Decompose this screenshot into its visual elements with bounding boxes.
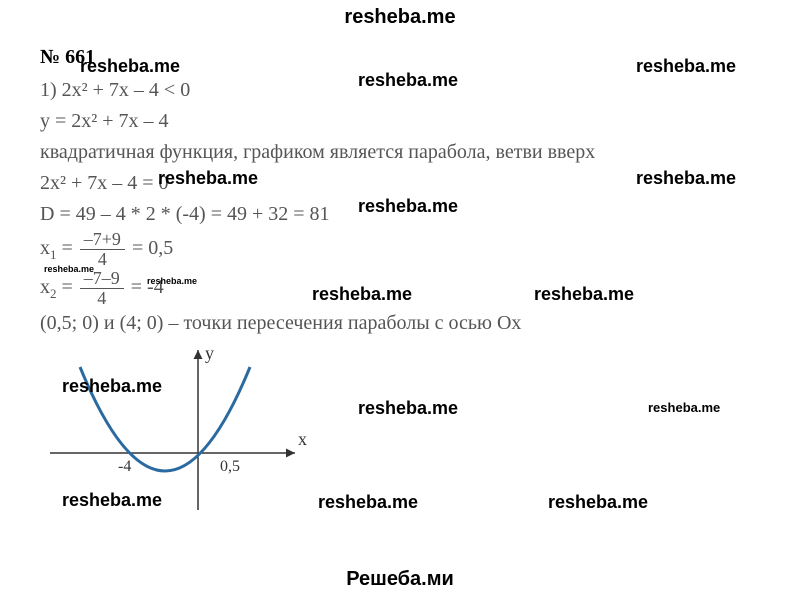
line-function: y = 2x² + 7x – 4 (40, 106, 760, 137)
watermark: resheba.me (62, 376, 162, 397)
line-intersection: (0,5; 0) и (4; 0) – точки пересечения па… (40, 308, 760, 339)
watermark: resheba.me (636, 56, 736, 77)
watermark: resheba.me (358, 398, 458, 419)
watermark: resheba.me (62, 490, 162, 511)
footer-brand: Решеба.ми (0, 568, 800, 591)
watermark: resheba.me (358, 196, 458, 217)
root2-label: 0,5 (220, 458, 240, 475)
watermark: resheba.me (648, 400, 720, 415)
watermark: resheba.me (147, 276, 197, 286)
watermark: resheba.me (44, 264, 94, 274)
watermark: resheba.me (636, 168, 736, 189)
watermark: resheba.me (158, 168, 258, 189)
root1-label: -4 (118, 458, 131, 475)
y-axis-label: y (205, 345, 214, 363)
line-description: квадратичная функция, графиком является … (40, 137, 760, 168)
watermark: resheba.me (318, 492, 418, 513)
watermark: resheba.me (358, 70, 458, 91)
watermark: resheba.me (80, 56, 180, 77)
watermark: resheba.me (312, 284, 412, 305)
header-watermark: resheba.me (0, 6, 800, 29)
watermark: resheba.me (534, 284, 634, 305)
watermark: resheba.me (548, 492, 648, 513)
line-x1: x1 = –7+9 4 = 0,5 (40, 230, 760, 269)
x-axis-label: x (298, 429, 307, 449)
